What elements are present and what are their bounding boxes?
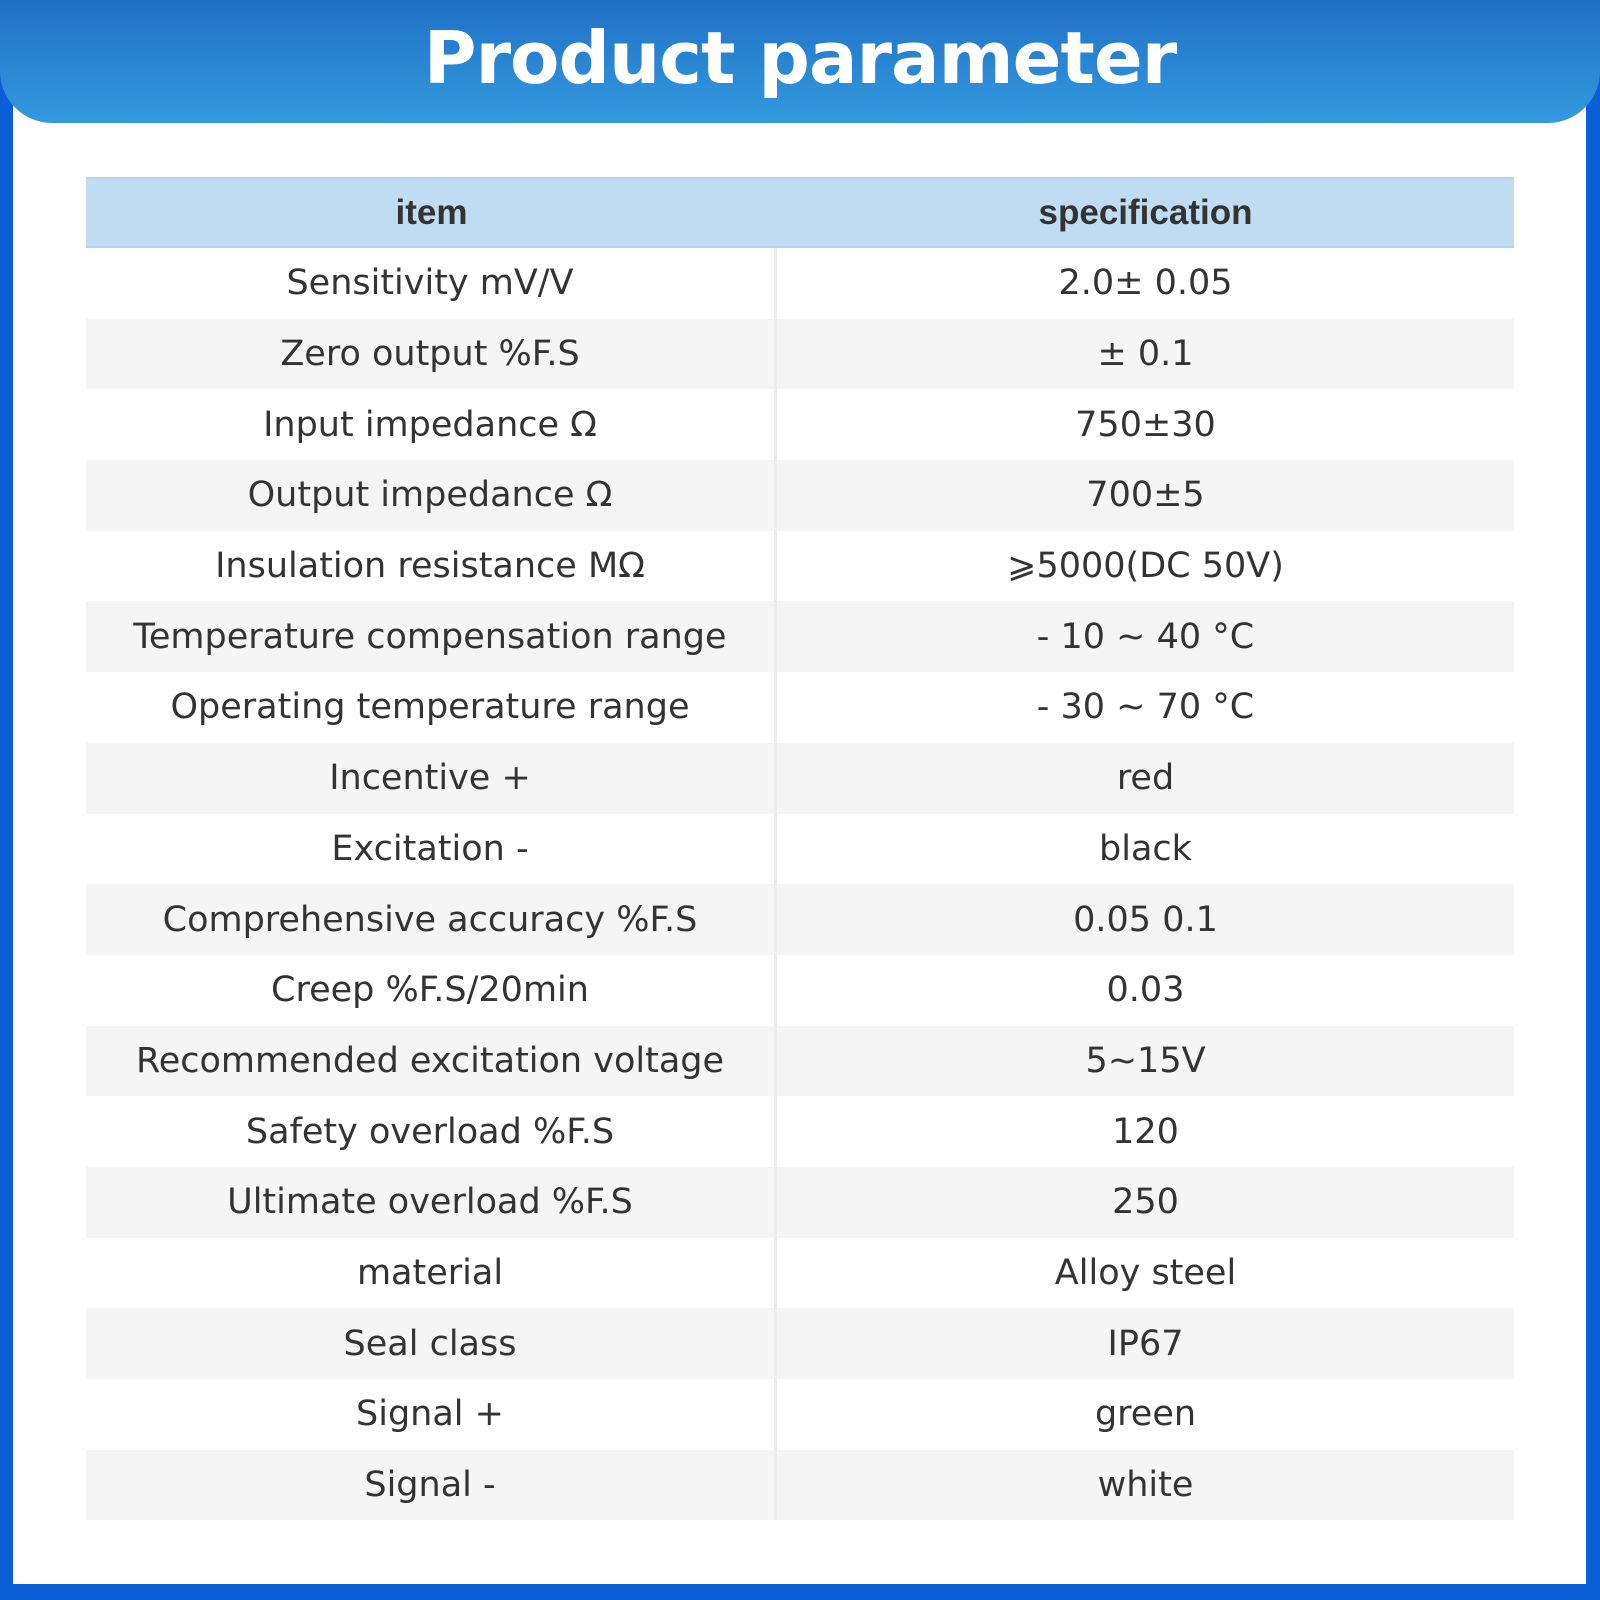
spec-cell: 120	[1112, 1111, 1179, 1152]
table-row: Seal class IP67	[86, 1308, 1514, 1379]
item-cell: Comprehensive accuracy %F.S	[86, 884, 777, 955]
spec-cell: IP67	[1107, 1323, 1184, 1364]
spec-cell: red	[1116, 758, 1175, 799]
column-header-specification: specification	[1038, 192, 1253, 232]
item-cell: Recommended excitation voltage	[86, 1025, 777, 1097]
spec-cell: green	[1094, 1394, 1197, 1435]
table-row: Safety overload %F.S 120	[86, 1096, 1514, 1167]
spec-cell: 2.0± 0.05	[1058, 263, 1233, 304]
item-cell: Incentive +	[86, 742, 777, 814]
item-cell: Safety overload %F.S	[86, 1096, 777, 1167]
spec-cell: ± 0.1	[1097, 334, 1194, 375]
table-row: Incentive + red	[86, 742, 1514, 814]
table-row: Excitation - black	[86, 813, 1514, 885]
item-cell: Output impedance Ω	[86, 460, 777, 531]
title-banner: Product parameter	[0, 0, 1600, 123]
spec-cell: - 30 ~ 70 °C	[1036, 687, 1255, 728]
item-cell: Insulation resistance MΩ	[86, 530, 777, 602]
spec-cell: 0.05 0.1	[1073, 899, 1218, 940]
item-cell: Input impedance Ω	[86, 389, 777, 461]
table-row: Ultimate overload %F.S 250	[86, 1166, 1514, 1238]
spec-cell: - 10 ~ 40 °C	[1036, 616, 1255, 657]
item-cell: Ultimate overload %F.S	[86, 1166, 777, 1238]
item-cell: Operating temperature range	[86, 672, 777, 743]
item-cell: Signal -	[86, 1449, 777, 1521]
item-cell: Zero output %F.S	[86, 318, 777, 390]
item-cell: Seal class	[86, 1308, 777, 1379]
item-cell: Excitation -	[86, 813, 777, 885]
table-header: item specification	[86, 177, 1514, 248]
parameter-table: item specification Sensitivity mV/V 2.0± …	[86, 177, 1514, 1521]
spec-cell: 0.03	[1106, 970, 1185, 1011]
spec-cell: 5~15V	[1085, 1040, 1206, 1081]
table-row: Temperature compensation range - 10 ~ 40 …	[86, 601, 1514, 673]
table-row: material Alloy steel	[86, 1237, 1514, 1309]
spec-cell: ⩾5000(DC 50V)	[1007, 546, 1284, 587]
spec-cell: 250	[1112, 1182, 1179, 1223]
spec-cell: Alloy steel	[1054, 1252, 1237, 1293]
table-row: Comprehensive accuracy %F.S 0.05 0.1	[86, 884, 1514, 955]
table-row: Signal - white	[86, 1449, 1514, 1521]
table-row: Output impedance Ω 700±5	[86, 460, 1514, 531]
spec-cell: black	[1099, 828, 1192, 869]
table-row: Input impedance Ω 750±30	[86, 389, 1514, 461]
table-row: Operating temperature range - 30 ~ 70 °C	[86, 672, 1514, 743]
table-row: Insulation resistance MΩ ⩾5000(DC 50V)	[86, 530, 1514, 602]
table-row: Zero output %F.S ± 0.1	[86, 318, 1514, 390]
table-row: Sensitivity mV/V 2.0± 0.05	[86, 248, 1514, 319]
table-row: Signal + green	[86, 1379, 1514, 1450]
page-title: Product parameter	[423, 15, 1178, 100]
item-cell: Sensitivity mV/V	[86, 248, 777, 319]
item-cell: Creep %F.S/20min	[86, 954, 777, 1026]
table-row: Creep %F.S/20min 0.03	[86, 954, 1514, 1026]
table-row: Recommended excitation voltage 5~15V	[86, 1025, 1514, 1097]
spec-cell: 750±30	[1075, 404, 1216, 445]
item-cell: Signal +	[86, 1379, 777, 1450]
item-cell: Temperature compensation range	[86, 601, 777, 673]
item-cell: material	[86, 1237, 777, 1309]
table-body: Sensitivity mV/V 2.0± 0.05 Zero output %F.…	[86, 248, 1514, 1521]
column-header-item: item	[395, 192, 468, 232]
spec-cell: 700±5	[1086, 475, 1205, 516]
spec-cell: white	[1097, 1465, 1194, 1506]
